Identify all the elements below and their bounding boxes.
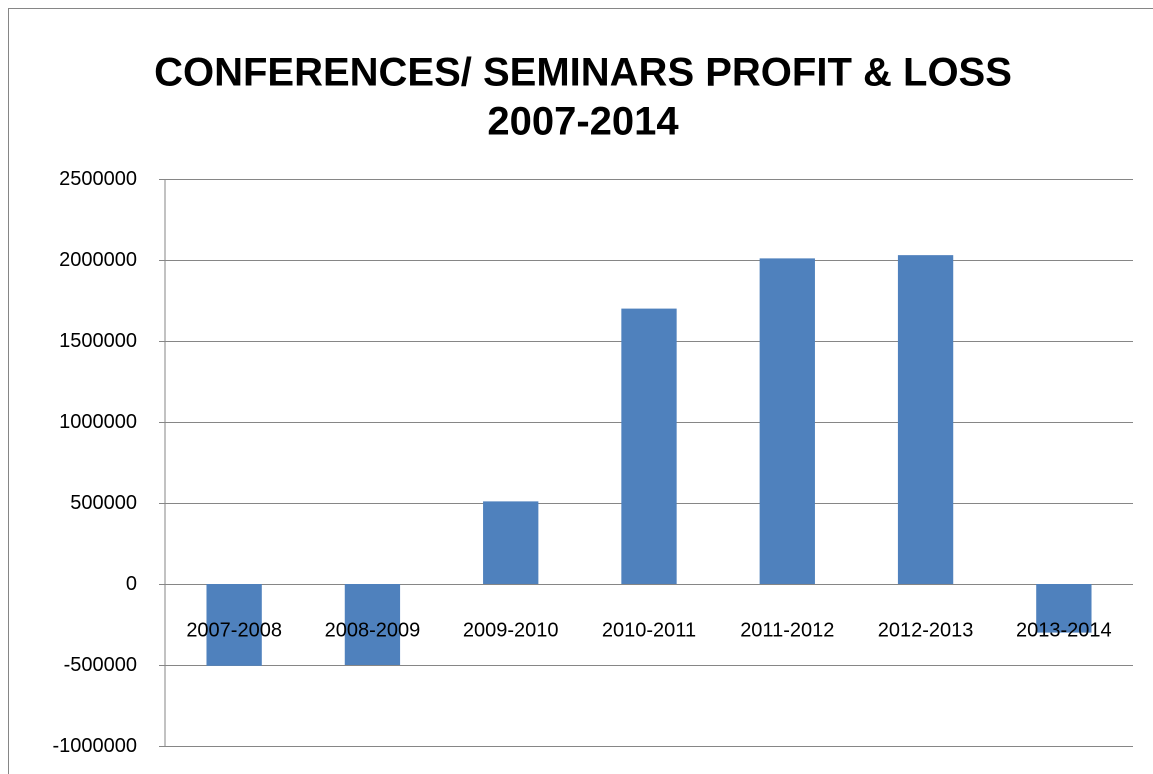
x-tick-label: 2010-2011 — [602, 619, 696, 641]
x-tick-label: 2008-2009 — [325, 619, 421, 641]
x-tick-label: 2013-2014 — [1016, 619, 1112, 641]
y-tick-label: -500000 — [64, 654, 137, 676]
y-tick-label: 500000 — [70, 492, 137, 514]
y-tick-label: 2500000 — [59, 168, 137, 190]
bar — [1036, 584, 1092, 633]
bar — [897, 255, 954, 584]
x-tick-label: 2012-2013 — [878, 619, 974, 641]
y-tick-label: 1500000 — [59, 330, 137, 352]
bar — [344, 584, 401, 665]
bar — [759, 258, 815, 584]
bar — [621, 308, 677, 584]
x-tick-label: 2007-2008 — [186, 619, 282, 641]
bar — [206, 584, 262, 666]
chart-frame — [8, 8, 1153, 774]
bar — [483, 501, 539, 584]
y-tick-label: 1000000 — [59, 411, 137, 433]
x-tick-label: 2011-2012 — [740, 619, 834, 641]
y-tick-label: 0 — [126, 573, 137, 595]
x-tick-label: 2009-2010 — [463, 619, 559, 641]
chart-title: CONFERENCES/ SEMINARS PROFIT & LOSS — [154, 51, 1012, 95]
y-tick-label: 2000000 — [59, 249, 137, 271]
y-tick-label: -1000000 — [52, 735, 137, 757]
chart-title: 2007-2014 — [487, 100, 679, 144]
